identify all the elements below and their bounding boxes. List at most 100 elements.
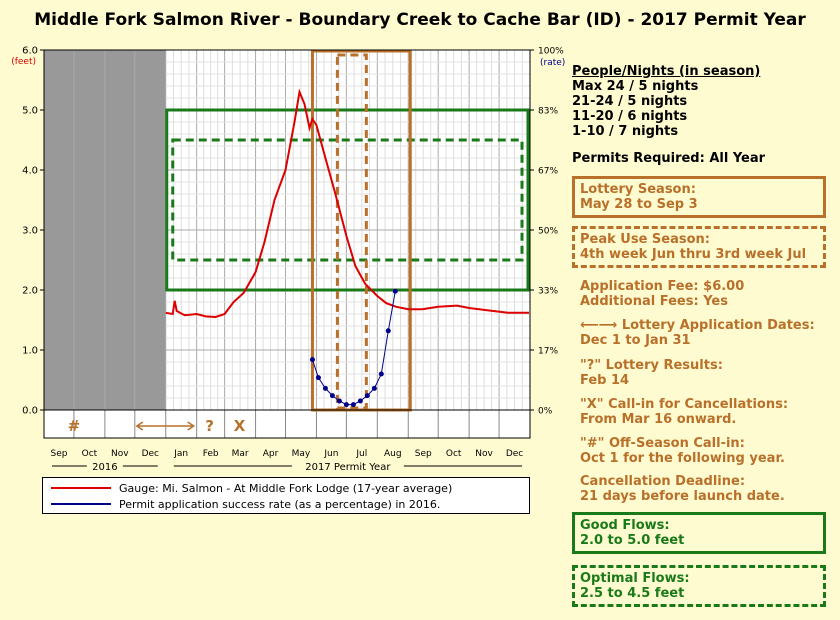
application-dates-block: ⟵⟶ Lottery Application Dates: Dec 1 to J… bbox=[580, 318, 815, 348]
cancellation-value: 21 days before launch date. bbox=[580, 489, 785, 504]
right-tick-label: 83% bbox=[538, 107, 558, 117]
results-block: "?" Lottery Results: Feb 14 bbox=[580, 358, 723, 388]
right-tick-label: 50% bbox=[538, 227, 558, 237]
peak-season-box-plot bbox=[335, 53, 368, 410]
optimal-flows-title: Optimal Flows: bbox=[580, 571, 690, 586]
year-label: 2017 Permit Year bbox=[305, 462, 391, 473]
results-value: Feb 14 bbox=[580, 373, 630, 388]
success-point bbox=[385, 328, 391, 334]
success-point bbox=[392, 288, 398, 294]
left-tick-label: 5.0 bbox=[22, 106, 38, 117]
success-point bbox=[343, 402, 349, 408]
month-label: Mar bbox=[232, 449, 249, 459]
month-label: Aug bbox=[384, 449, 402, 459]
gauge-line bbox=[165, 88, 529, 319]
right-tick-label: 0% bbox=[538, 407, 553, 417]
month-label: Jan bbox=[173, 449, 188, 459]
callin-value: From Mar 16 onward. bbox=[580, 412, 737, 427]
left-tick-label: 1.0 bbox=[22, 346, 38, 357]
left-axis-unit-label: (feet) bbox=[11, 57, 36, 67]
offseason-value: Oct 1 for the following year. bbox=[580, 451, 785, 466]
people-nights-block: People/Nights (in season) Max 24 / 5 nig… bbox=[572, 64, 760, 139]
additional-fees: Additional Fees: Yes bbox=[580, 294, 728, 309]
legend-success-label: Permit application success rate (as a pe… bbox=[119, 497, 441, 511]
lottery-season-value: May 28 to Sep 3 bbox=[580, 197, 698, 212]
application-fee: Application Fee: $6.00 bbox=[580, 279, 745, 294]
peak-season-value: 4th week Jun thru 3rd week Jul bbox=[580, 247, 807, 262]
optimal-flows-box: Optimal Flows: 2.5 to 4.5 feet bbox=[572, 565, 826, 607]
lottery-season-title: Lottery Season: bbox=[580, 182, 696, 197]
left-tick-label: 4.0 bbox=[22, 166, 38, 177]
people-row: 11-20 / 6 nights bbox=[572, 109, 688, 124]
month-label: Dec bbox=[142, 449, 159, 459]
legend-gauge-label: Gauge: Mi. Salmon - At Middle Fork Lodge… bbox=[119, 481, 453, 495]
month-label: Feb bbox=[203, 449, 219, 459]
good-flows-value: 2.0 to 5.0 feet bbox=[580, 533, 685, 548]
chart-legend: Gauge: Mi. Salmon - At Middle Fork Lodge… bbox=[42, 477, 530, 514]
success-point bbox=[364, 393, 370, 399]
success-point bbox=[336, 398, 342, 404]
application-dates-title: Lottery Application Dates: bbox=[621, 318, 815, 333]
people-row: 21-24 / 5 nights bbox=[572, 94, 688, 109]
right-tick-label: 100% bbox=[538, 47, 564, 57]
good-flows-box: Good Flows: 2.0 to 5.0 feet bbox=[572, 512, 826, 554]
cancellation-block: Cancellation Deadline: 21 days before la… bbox=[580, 474, 785, 504]
chart-svg: 0.0 1.0 2.0 3.0 4.0 5.0 6.0(feet) 0% 17% 33% 50% 67… bbox=[11, 46, 565, 474]
plot-frame bbox=[43, 49, 531, 439]
lottery-results-marker: ? bbox=[205, 417, 214, 435]
success-point bbox=[322, 385, 328, 391]
cancellation-title: Cancellation Deadline: bbox=[580, 474, 746, 489]
application-arrow-head-left bbox=[135, 421, 144, 431]
callin-block: "X" Call-in for Cancellations: From Mar … bbox=[580, 397, 788, 427]
legend-success: Permit application success rate (as a pe… bbox=[51, 497, 440, 511]
fees-block: Application Fee: $6.00 Additional Fees: … bbox=[580, 279, 744, 309]
month-label: Jul bbox=[355, 449, 367, 459]
left-tick-label: 2.0 bbox=[22, 286, 38, 297]
people-row: 1-10 / 7 nights bbox=[572, 124, 679, 139]
symbol-strip-background bbox=[44, 410, 530, 438]
application-arrow-head-right bbox=[187, 421, 196, 431]
lottery-season-box: Lottery Season: May 28 to Sep 3 bbox=[572, 176, 826, 218]
callin-marker: X bbox=[234, 417, 246, 435]
left-tick-label: 6.0 bbox=[22, 46, 38, 57]
results-title: "?" Lottery Results: bbox=[580, 358, 723, 373]
month-label: May bbox=[292, 449, 311, 459]
month-label: Oct bbox=[82, 449, 98, 459]
right-tick-label: 67% bbox=[538, 167, 558, 177]
right-axis-unit-label: (rate) bbox=[540, 58, 565, 68]
month-label: Nov bbox=[111, 449, 129, 459]
month-label: Sep bbox=[50, 449, 67, 459]
optimal-flows-box-plot bbox=[171, 138, 524, 262]
peak-season-title: Peak Use Season: bbox=[580, 232, 710, 247]
month-label: Jun bbox=[323, 449, 338, 459]
success-point bbox=[371, 385, 377, 391]
month-label: Oct bbox=[446, 449, 462, 459]
optimal-flows-value: 2.5 to 4.5 feet bbox=[580, 586, 685, 601]
peak-season-box: Peak Use Season: 4th week Jun thru 3rd w… bbox=[572, 226, 826, 268]
left-tick-label: 0.0 bbox=[22, 406, 38, 417]
month-label: Apr bbox=[263, 449, 279, 459]
success-point bbox=[378, 371, 384, 377]
month-label: Dec bbox=[506, 449, 523, 459]
permits-required: Permits Required: All Year bbox=[572, 151, 766, 166]
good-flows-box-plot bbox=[165, 108, 530, 292]
double-arrow-icon: ⟵⟶ bbox=[580, 318, 618, 333]
success-point bbox=[315, 375, 321, 381]
legend-gauge: Gauge: Mi. Salmon - At Middle Fork Lodge… bbox=[51, 481, 452, 495]
offseason-callin-marker: # bbox=[68, 417, 81, 435]
right-tick-label: 17% bbox=[538, 347, 558, 357]
callin-title: "X" Call-in for Cancellations: bbox=[580, 397, 789, 412]
month-label: Nov bbox=[475, 449, 493, 459]
success-point bbox=[357, 398, 363, 404]
left-tick-label: 3.0 bbox=[22, 226, 38, 237]
year-label: 2016 bbox=[92, 462, 117, 473]
month-label: Sep bbox=[415, 449, 432, 459]
legend-gauge-swatch bbox=[51, 487, 111, 489]
people-row: Max 24 / 5 nights bbox=[572, 79, 699, 94]
success-point bbox=[350, 402, 356, 408]
legend-success-swatch bbox=[51, 503, 111, 505]
chart-title: Middle Fork Salmon River - Boundary Cree… bbox=[34, 10, 806, 30]
right-tick-label: 33% bbox=[538, 287, 558, 297]
people-nights-title: People/Nights (in season) bbox=[572, 64, 761, 79]
good-flows-title: Good Flows: bbox=[580, 518, 670, 533]
